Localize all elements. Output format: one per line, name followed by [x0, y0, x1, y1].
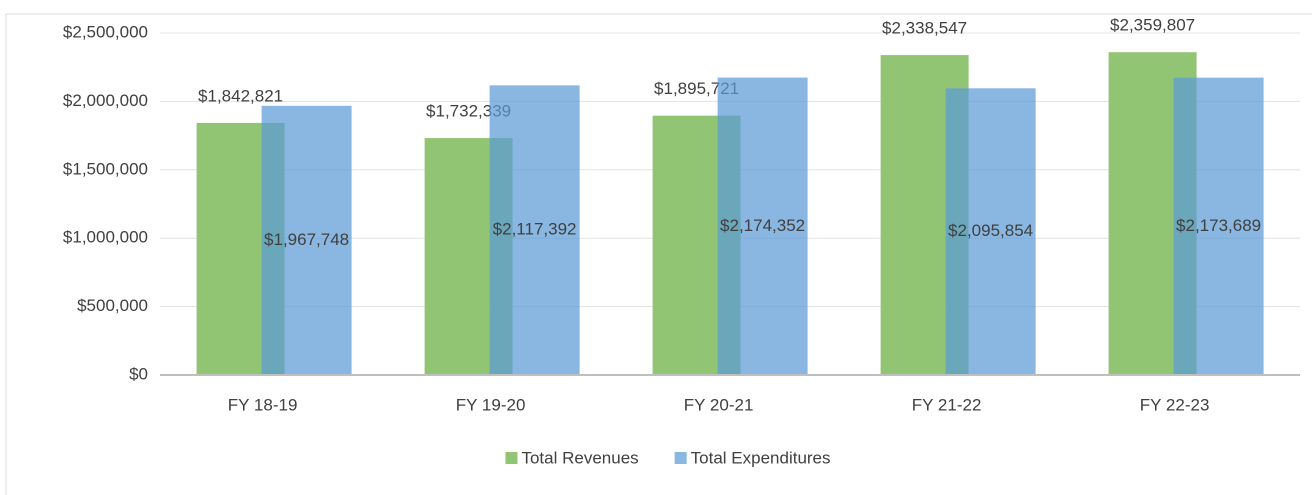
- x-tick-label: FY 19-20: [456, 395, 526, 414]
- y-tick-label: $2,000,000: [63, 91, 148, 110]
- legend-label: Total Revenues: [521, 448, 638, 467]
- value-label: $2,174,352: [720, 216, 805, 235]
- chart-frame: [5, 13, 1312, 495]
- value-label: $2,173,689: [1176, 216, 1261, 235]
- value-label: $2,359,807: [1110, 16, 1195, 35]
- bar: [261, 105, 352, 375]
- value-label: $2,117,392: [493, 220, 577, 239]
- y-tick-label: $0: [129, 364, 148, 383]
- value-label: $1,842,821: [198, 86, 283, 105]
- x-tick-label: FY 21-22: [912, 395, 982, 414]
- value-label: $1,967,748: [264, 230, 349, 249]
- bar: [717, 77, 808, 375]
- y-tick-label: $500,000: [77, 296, 148, 315]
- y-tick-label: $2,500,000: [63, 22, 148, 41]
- value-label: $2,095,854: [948, 221, 1033, 240]
- bar: [1173, 77, 1264, 375]
- bar: [489, 85, 580, 376]
- value-label: $2,338,547: [882, 19, 967, 38]
- x-tick-label: FY 22-23: [1140, 395, 1210, 414]
- legend-label: Total Expenditures: [691, 448, 831, 467]
- bar: [945, 88, 1036, 375]
- y-tick-label: $1,000,000: [63, 228, 148, 247]
- x-tick-label: FY 18-19: [228, 395, 298, 414]
- legend-swatch: [674, 452, 687, 464]
- y-tick-label: $1,500,000: [63, 159, 148, 178]
- x-tick-label: FY 20-21: [684, 395, 754, 414]
- legend-swatch: [505, 452, 518, 464]
